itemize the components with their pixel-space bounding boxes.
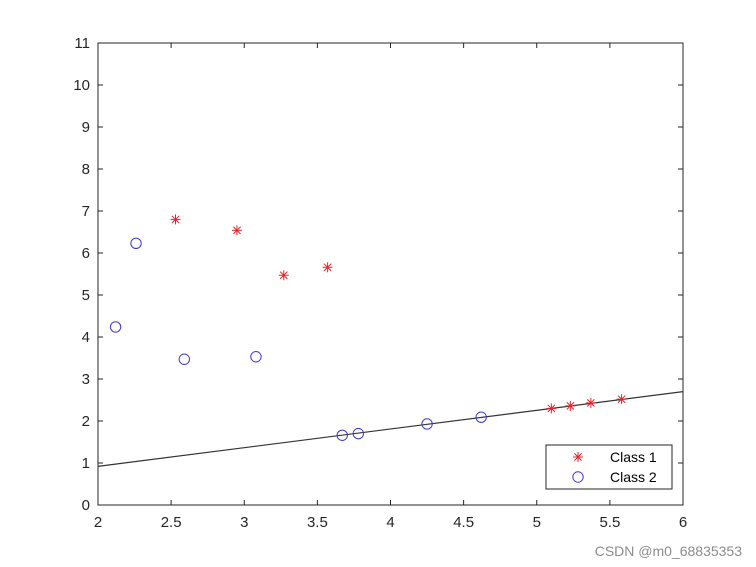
- class-1-point: [616, 394, 627, 405]
- y-tick-label: 11: [74, 35, 90, 52]
- class-1-point: [585, 397, 596, 408]
- y-tick-label: 4: [82, 329, 90, 346]
- y-tick-label: 3: [82, 371, 90, 388]
- legend-label-class-1: Class 1: [610, 449, 657, 465]
- x-tick-label: 3: [240, 514, 248, 531]
- y-axis-ticks: 0 1 2 3 4 5 6 7 8 9 10 11: [73, 35, 683, 514]
- x-tick-label: 2: [94, 514, 102, 531]
- x-tick-label: 5: [533, 514, 541, 531]
- legend-box: [545, 444, 673, 490]
- watermark-text: CSDN @m0_68835353: [594, 543, 742, 559]
- x-tick-label: 6: [679, 514, 687, 531]
- y-tick-label: 9: [82, 119, 90, 136]
- class-1-point: [170, 214, 181, 225]
- decision-line: [97, 391, 684, 467]
- class-1-point: [231, 225, 242, 236]
- class-2-point: [475, 411, 487, 423]
- legend: Class 1 Class 2: [545, 444, 673, 490]
- y-tick-label: 5: [82, 287, 90, 304]
- y-tick-label: 6: [82, 245, 90, 262]
- y-tick-label: 1: [82, 455, 90, 472]
- y-tick-label: 2: [82, 413, 90, 430]
- legend-label-class-2: Class 2: [610, 469, 657, 485]
- data-markers: [109, 214, 627, 441]
- class-1-point: [278, 270, 289, 281]
- class-1-point: [322, 262, 333, 273]
- x-tick-label: 5.5: [599, 514, 620, 531]
- class-2-point: [250, 351, 262, 363]
- class-1-point: [546, 403, 557, 414]
- y-tick-label: 0: [82, 497, 90, 514]
- class-2-point: [178, 353, 190, 365]
- y-tick-label: 7: [82, 203, 90, 220]
- class-2-point: [336, 429, 348, 441]
- y-tick-label: 8: [82, 161, 90, 178]
- legend-marker-class-2: [572, 471, 584, 483]
- class-2-point: [109, 321, 122, 333]
- legend-marker-class-1: [573, 452, 583, 462]
- class-1-point: [565, 400, 576, 411]
- plot-area: [97, 42, 684, 506]
- x-axis-ticks: 2 2.5 3 3.5 4 4.5 5 5.5 6: [94, 43, 687, 531]
- class-2-point: [421, 418, 433, 430]
- separating-line: [97, 391, 684, 467]
- x-tick-label: 4.5: [453, 514, 474, 531]
- x-tick-label: 3.5: [307, 514, 328, 531]
- legend-markers: [572, 452, 584, 483]
- class-2-point: [352, 427, 365, 440]
- x-tick-label: 4: [386, 514, 394, 531]
- y-tick-label: 10: [73, 77, 90, 94]
- x-tick-label: 2.5: [161, 514, 182, 531]
- class-2-point: [130, 237, 142, 250]
